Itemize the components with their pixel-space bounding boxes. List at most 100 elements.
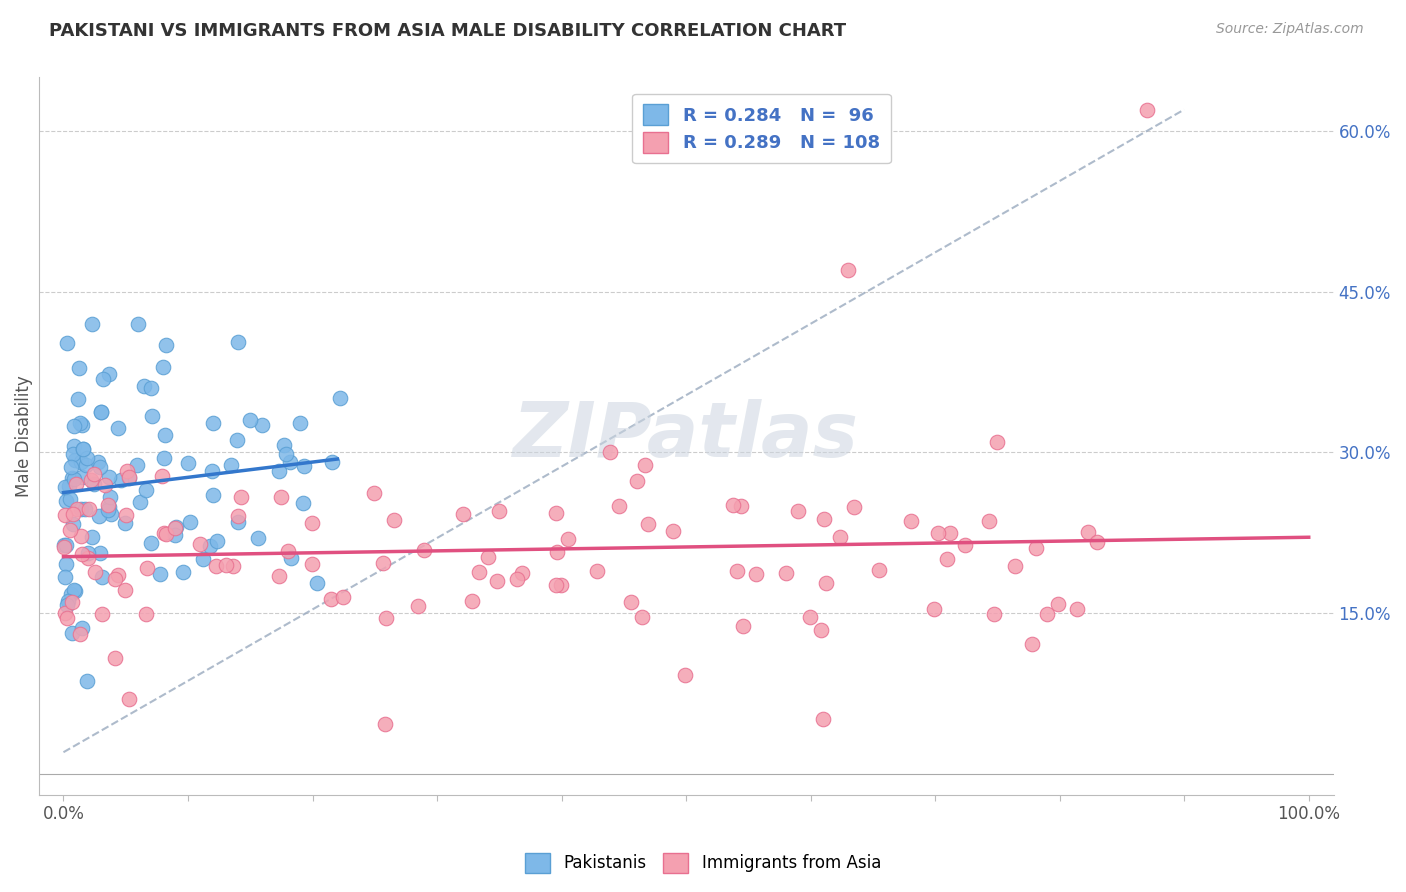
Point: [127, 317, 149, 331]
Point: [607, 499, 630, 513]
Point: [72, 548, 94, 562]
Point: [382, 513, 405, 527]
Point: [127, 458, 149, 472]
Point: [63, 418, 86, 433]
Point: [205, 533, 228, 548]
Point: [97, 498, 120, 512]
Point: [277, 544, 299, 558]
Point: [53, 606, 76, 620]
Point: [177, 456, 200, 470]
Point: [290, 416, 312, 430]
Point: [53, 508, 76, 522]
Point: [165, 528, 187, 542]
Point: [83, 565, 105, 579]
Point: [363, 485, 385, 500]
Point: [927, 525, 949, 540]
Point: [70, 621, 93, 635]
Point: [813, 512, 835, 526]
Point: [172, 565, 194, 579]
Point: [250, 418, 273, 433]
Point: [94, 477, 117, 491]
Point: [837, 263, 859, 277]
Point: [900, 514, 922, 528]
Point: [226, 434, 249, 448]
Point: [544, 578, 567, 592]
Point: [270, 490, 292, 504]
Point: [83, 477, 105, 491]
Point: [477, 550, 499, 565]
Point: [775, 566, 797, 581]
Point: [97, 470, 120, 484]
Point: [86, 455, 108, 469]
Point: [979, 514, 1001, 528]
Point: [75, 501, 97, 516]
Point: [269, 569, 291, 583]
Point: [83, 467, 105, 481]
Point: [139, 381, 162, 395]
Point: [77, 502, 100, 516]
Point: [630, 610, 652, 624]
Point: [239, 413, 262, 427]
Point: [280, 455, 302, 469]
Point: [65, 477, 87, 491]
Point: [75, 458, 97, 472]
Point: [70, 418, 93, 433]
Point: [953, 538, 976, 552]
Point: [62, 447, 84, 461]
Point: [188, 536, 211, 550]
Point: [301, 516, 323, 530]
Point: [152, 359, 174, 374]
Point: [104, 572, 127, 586]
Point: [60, 594, 83, 608]
Point: [80, 530, 103, 544]
Point: [374, 611, 396, 625]
Point: [413, 543, 436, 558]
Point: [53, 538, 76, 552]
Point: [53, 570, 76, 584]
Point: [662, 524, 685, 538]
Point: [506, 572, 529, 586]
Point: [811, 713, 834, 727]
Point: [451, 508, 474, 522]
Point: [69, 627, 91, 641]
Point: [273, 438, 295, 452]
Point: [1136, 103, 1159, 117]
Point: [321, 455, 343, 469]
Point: [274, 446, 297, 460]
Point: [91, 607, 114, 622]
Point: [983, 607, 1005, 622]
Point: [200, 539, 222, 553]
Point: [89, 405, 111, 419]
Point: [986, 434, 1008, 449]
Point: [62, 582, 84, 597]
Point: [200, 464, 222, 478]
Point: [56, 593, 79, 607]
Point: [221, 458, 243, 472]
Point: [69, 417, 91, 431]
Point: [89, 508, 111, 523]
Text: ZIPatlas: ZIPatlas: [513, 400, 859, 474]
Point: [56, 336, 79, 351]
Point: [936, 552, 959, 566]
Point: [461, 594, 484, 608]
Point: [149, 566, 172, 581]
Point: [76, 673, 98, 688]
Text: Source: ZipAtlas.com: Source: ZipAtlas.com: [1216, 22, 1364, 37]
Point: [292, 458, 315, 473]
Point: [70, 470, 93, 484]
Point: [110, 473, 132, 487]
Point: [100, 507, 122, 521]
Point: [1024, 541, 1046, 556]
Point: [1066, 602, 1088, 616]
Point: [626, 474, 648, 488]
Point: [280, 550, 302, 565]
Point: [118, 470, 141, 484]
Point: [202, 416, 225, 430]
Point: [550, 578, 572, 592]
Point: [1021, 637, 1043, 651]
Point: [98, 367, 121, 381]
Point: [69, 502, 91, 516]
Point: [329, 391, 352, 405]
Point: [107, 568, 129, 582]
Point: [60, 460, 83, 475]
